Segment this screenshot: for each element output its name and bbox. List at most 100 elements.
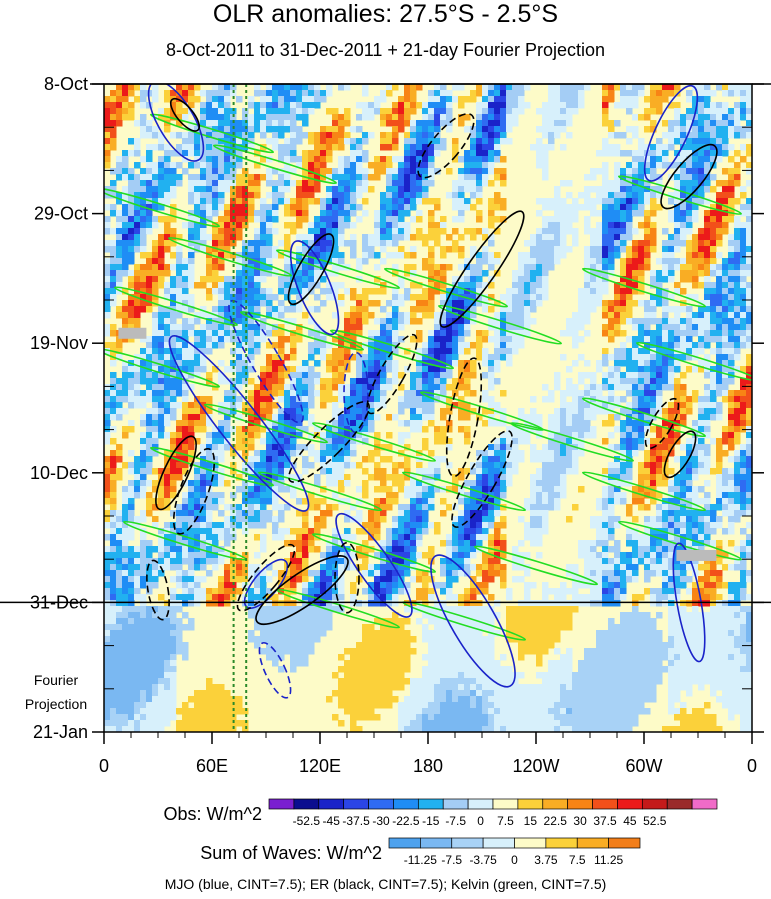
kelvin-contour [167,236,293,277]
forecast-label: Fourier [34,672,79,688]
er-contour [366,333,418,415]
er-contour [169,97,201,132]
obs-colorbar-tick: -7.5 [445,814,466,828]
kelvin-contour [635,341,752,382]
forecast-label: Projection [25,696,87,712]
x-tick-label: 0 [747,756,757,776]
kelvin-contour [617,520,743,561]
kelvin-contour [311,422,437,462]
obs-colorbar-tick: 52.5 [643,814,667,828]
x-tick-label: 120E [299,756,341,776]
kelvin-contour [149,113,275,154]
x-tick-label: 120W [512,756,559,776]
y-tick-label: 29-Oct [34,204,88,224]
kelvin-contour [617,175,743,215]
er-contour [451,430,513,528]
obs-colorbar-tick: 7.5 [497,814,514,828]
er-contour [439,210,525,328]
y-tick-label: 21-Jan [33,722,88,742]
x-tick-label: 0 [99,756,109,776]
kelvin-contour [257,471,383,512]
waves-colorbar-swatch [420,837,453,849]
x-tick-label: 60E [196,756,228,776]
kelvin-contour [581,267,707,308]
waves-colorbar-tick: 7.5 [569,853,586,867]
mjo-contour [343,351,369,434]
kelvin-contour [104,347,221,388]
obs-colorbar-tick: 30 [573,814,587,828]
obs-colorbar-tick: -37.5 [342,814,370,828]
er-contour [663,430,697,479]
y-tick-label: 10-Dec [30,463,88,483]
mjo-contour [289,240,340,336]
waves-colorbar-swatch [451,837,484,849]
obs-colorbar-swatch [268,798,295,810]
y-tick-label: 8-Oct [44,74,88,94]
contour-caption: MJO (blue, CINT=7.5); ER (black, CINT=7.… [164,876,607,892]
mjo-contour [228,299,304,424]
obs-colorbar-label: Obs: W/m^2 [164,804,262,824]
er-contour [660,143,718,210]
obs-colorbar-swatch [517,798,544,810]
waves-colorbar-swatch [576,837,609,849]
y-tick-label: 19-Nov [30,333,88,353]
obs-colorbar-swatch [492,798,519,810]
kelvin-contour [581,397,707,438]
obs-colorbar-tick: -30 [372,814,390,828]
waves-colorbar-tick: 11.25 [594,853,623,867]
er-contour [172,447,216,535]
mjo-contour [147,84,205,162]
mjo-contour [258,641,292,699]
er-contour [146,559,170,621]
er-contour [236,543,296,612]
obs-colorbar-tick: 37.5 [593,814,617,828]
mjo-contour [643,84,699,182]
contour-layer [104,84,752,699]
obs-colorbar-tick: -52.5 [293,814,321,828]
waves-colorbar-swatch [608,837,641,849]
waves-colorbar-tick: 3.75 [534,853,558,867]
waves-colorbar-swatch [514,837,547,849]
kelvin-contour [113,286,239,327]
obs-colorbar-swatch [641,798,668,810]
obs-colorbar-swatch [417,798,444,810]
kelvin-contour [401,471,527,512]
x-tick-label: 180 [413,756,443,776]
mjo-contour [335,512,413,618]
waves-colorbar-label: Sum of Waves: W/m^2 [200,843,382,863]
kelvin-contour [149,446,275,487]
mjo-contour [430,554,516,688]
missing-data-patch [118,327,147,339]
er-contour [155,435,197,511]
er-contour [445,357,483,478]
waves-colorbar-swatch [388,837,421,849]
obs-colorbar-tick: 45 [623,814,637,828]
obs-colorbar-tick: 22.5 [544,814,568,828]
waves-colorbar-swatch [482,837,515,849]
kelvin-contour [509,422,635,462]
chart-subtitle: 8-Oct-2011 to 31-Dec-2011 + 21-day Fouri… [165,40,606,60]
obs-colorbar-swatch [691,798,718,810]
kelvin-contour [203,403,329,444]
obs-colorbar-swatch [467,798,494,810]
obs-colorbar-swatch [393,798,419,810]
waves-colorbar-tick: -11.25 [404,853,437,867]
obs-colorbar-tick: -22.5 [392,814,420,828]
waves-colorbar-swatch [545,837,578,849]
kelvin-contour [437,304,563,345]
obs-colorbar-swatch [293,798,320,810]
er-contour [644,397,680,449]
chart-title: OLR anomalies: 27.5°S - 2.5°S [212,0,559,28]
kelvin-contour [383,267,509,308]
waves-colorbar-tick: 0 [511,853,518,867]
obs-colorbar-swatch [666,798,693,810]
kelvin-contour [581,471,707,512]
kelvin-contour [212,144,338,185]
obs-colorbar-tick: -15 [422,814,440,828]
er-contour [255,555,349,626]
waves-colorbar-tick: -3.75 [469,853,497,867]
y-tick-label: 31-Dec [30,592,88,612]
er-contour [288,401,370,483]
obs-colorbar-swatch [592,798,618,810]
